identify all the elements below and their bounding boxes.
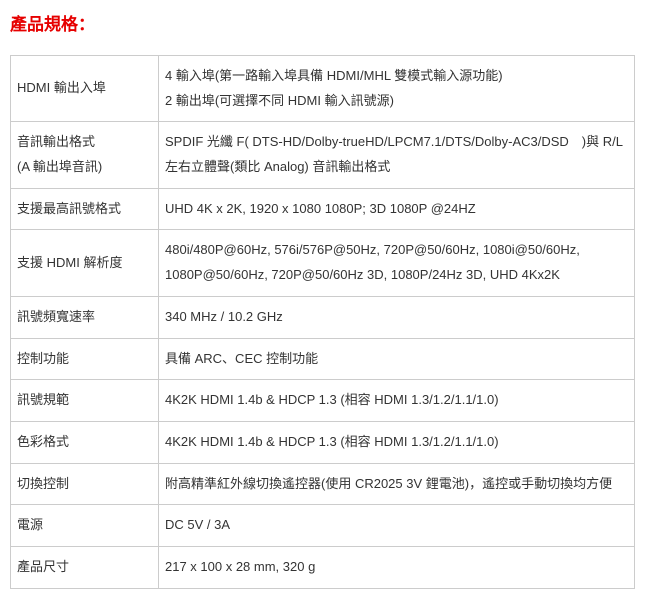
spec-table: HDMI 輸出入埠4 輸入埠(第一路輸入埠具備 HDMI/MHL 雙模式輸入源功… <box>10 55 635 589</box>
spec-value: 4K2K HDMI 1.4b & HDCP 1.3 (相容 HDMI 1.3/1… <box>159 380 635 422</box>
table-row: 切換控制附高精準紅外線切換遙控器(使用 CR2025 3V 鋰電池)，遙控或手動… <box>11 463 635 505</box>
spec-label: 訊號頻寬速率 <box>11 296 159 338</box>
table-row: 音訊輸出格式(A 輸出埠音訊)SPDIF 光纖 F( DTS-HD/Dolby-… <box>11 122 635 188</box>
spec-value: SPDIF 光纖 F( DTS-HD/Dolby-trueHD/LPCM7.1/… <box>159 122 635 188</box>
table-row: 產品尺寸217 x 100 x 28 mm, 320 g <box>11 546 635 588</box>
spec-value: 具備 ARC、CEC 控制功能 <box>159 338 635 380</box>
table-row: 支援 HDMI 解析度480i/480P@60Hz, 576i/576P@50H… <box>11 230 635 296</box>
spec-label: 切換控制 <box>11 463 159 505</box>
table-row: 控制功能具備 ARC、CEC 控制功能 <box>11 338 635 380</box>
table-row: 電源DC 5V / 3A <box>11 505 635 547</box>
spec-value: 340 MHz / 10.2 GHz <box>159 296 635 338</box>
spec-label: HDMI 輸出入埠 <box>11 56 159 122</box>
table-row: 訊號頻寬速率340 MHz / 10.2 GHz <box>11 296 635 338</box>
spec-label: 支援最高訊號格式 <box>11 188 159 230</box>
spec-value: UHD 4K x 2K, 1920 x 1080 1080P; 3D 1080P… <box>159 188 635 230</box>
spec-value: 附高精準紅外線切換遙控器(使用 CR2025 3V 鋰電池)，遙控或手動切換均方… <box>159 463 635 505</box>
spec-value: DC 5V / 3A <box>159 505 635 547</box>
spec-label: 音訊輸出格式(A 輸出埠音訊) <box>11 122 159 188</box>
spec-label: 支援 HDMI 解析度 <box>11 230 159 296</box>
spec-label: 色彩格式 <box>11 421 159 463</box>
spec-value: 480i/480P@60Hz, 576i/576P@50Hz, 720P@50/… <box>159 230 635 296</box>
table-row: HDMI 輸出入埠4 輸入埠(第一路輸入埠具備 HDMI/MHL 雙模式輸入源功… <box>11 56 635 122</box>
spec-label: 產品尺寸 <box>11 546 159 588</box>
table-row: 色彩格式4K2K HDMI 1.4b & HDCP 1.3 (相容 HDMI 1… <box>11 421 635 463</box>
spec-value: 4K2K HDMI 1.4b & HDCP 1.3 (相容 HDMI 1.3/1… <box>159 421 635 463</box>
spec-label: 控制功能 <box>11 338 159 380</box>
spec-value: 4 輸入埠(第一路輸入埠具備 HDMI/MHL 雙模式輸入源功能)2 輸出埠(可… <box>159 56 635 122</box>
spec-value: 217 x 100 x 28 mm, 320 g <box>159 546 635 588</box>
spec-label: 電源 <box>11 505 159 547</box>
table-row: 支援最高訊號格式UHD 4K x 2K, 1920 x 1080 1080P; … <box>11 188 635 230</box>
table-row: 訊號規範4K2K HDMI 1.4b & HDCP 1.3 (相容 HDMI 1… <box>11 380 635 422</box>
spec-label: 訊號規範 <box>11 380 159 422</box>
spec-title: 產品規格： <box>10 10 640 35</box>
